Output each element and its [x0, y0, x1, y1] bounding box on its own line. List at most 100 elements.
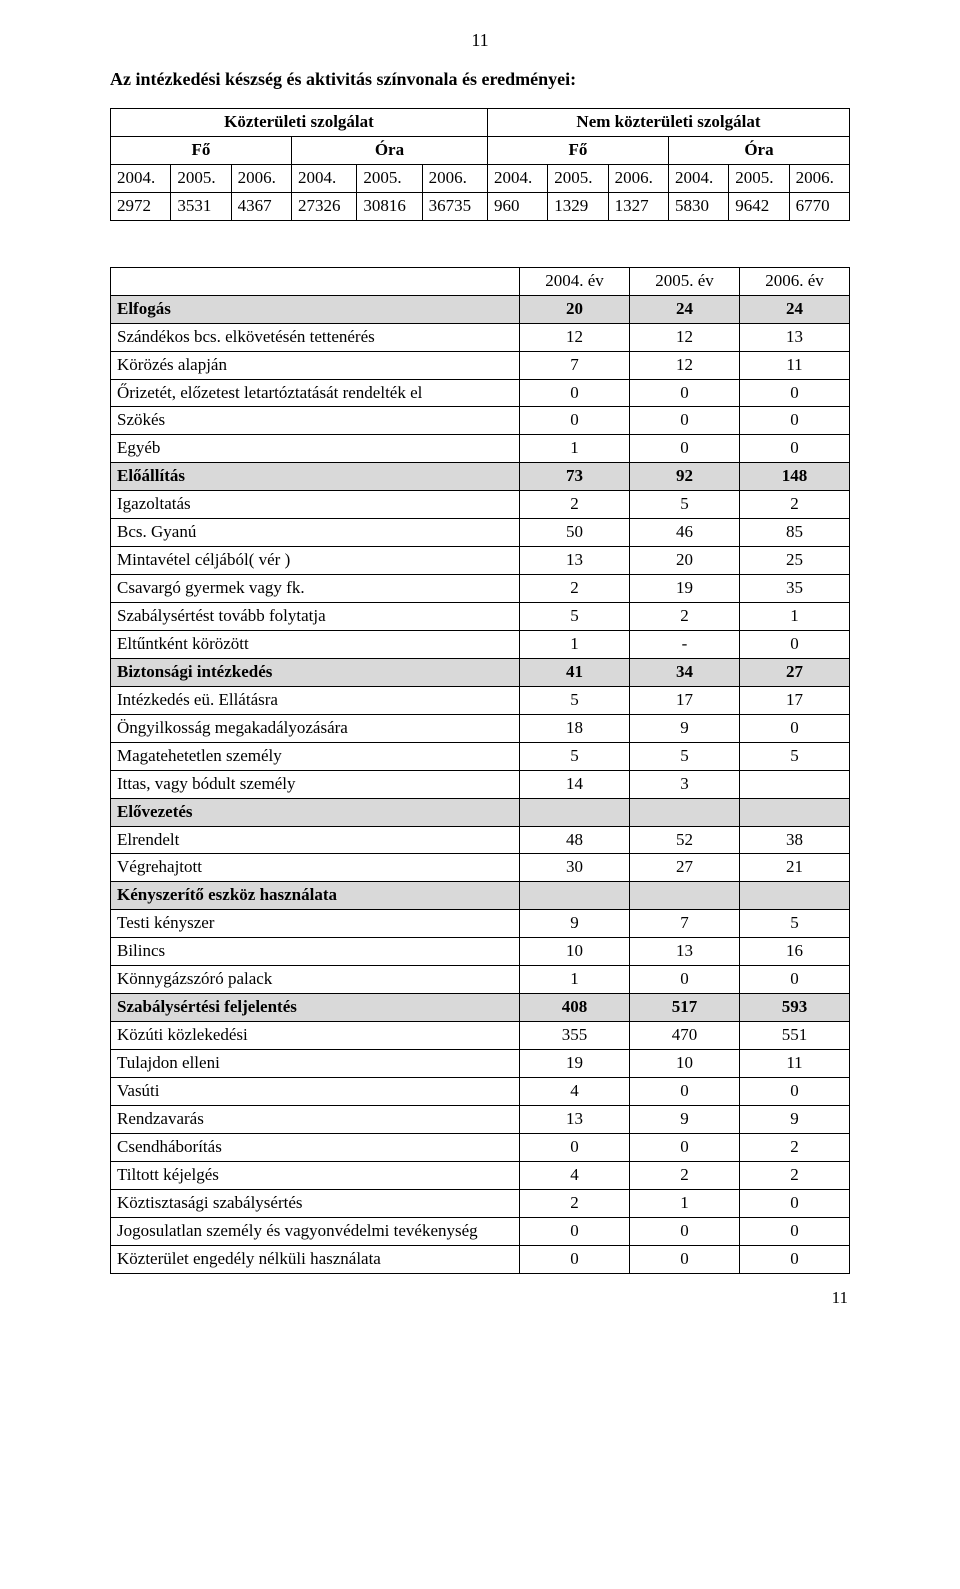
row-value: 593	[740, 994, 850, 1022]
row-value: 9	[630, 714, 740, 742]
row-value	[630, 798, 740, 826]
row-label: Elfogás	[111, 295, 520, 323]
table-row: Szökés000	[111, 407, 850, 435]
row-value: 50	[520, 519, 630, 547]
t2-header-2005: 2005. év	[630, 267, 740, 295]
row-value: 0	[740, 1217, 850, 1245]
table-row: Elfogás202424	[111, 295, 850, 323]
table-row: Szándékos bcs. elkövetésén tettenérés121…	[111, 323, 850, 351]
row-value: 11	[740, 351, 850, 379]
section-title: Az intézkedési készség és aktivitás szín…	[110, 69, 850, 90]
row-label: Igazoltatás	[111, 491, 520, 519]
row-value: 85	[740, 519, 850, 547]
row-value: 27	[740, 658, 850, 686]
t1-year-cell: 2006.	[608, 164, 668, 192]
row-value: 7	[520, 351, 630, 379]
table-row: Könnygázszóró palack100	[111, 966, 850, 994]
table-row: Vasúti400	[111, 1077, 850, 1105]
table-row: Magatehetetlen személy555	[111, 742, 850, 770]
table-row: Igazoltatás252	[111, 491, 850, 519]
table-row: Eltűntként körözött1-0	[111, 630, 850, 658]
row-value: 2	[630, 603, 740, 631]
table-row: Tulajdon elleni191011	[111, 1050, 850, 1078]
row-value: 0	[740, 407, 850, 435]
table-row: Csendháborítás002	[111, 1133, 850, 1161]
row-label: Könnygázszóró palack	[111, 966, 520, 994]
row-value: 0	[630, 407, 740, 435]
row-value: 3	[630, 770, 740, 798]
row-label: Szökés	[111, 407, 520, 435]
row-label: Testi kényszer	[111, 910, 520, 938]
page-number-top: 11	[110, 30, 850, 51]
row-value: 13	[520, 547, 630, 575]
t1-value-cell: 27326	[291, 192, 356, 220]
row-value: 10	[630, 1050, 740, 1078]
row-value: 0	[630, 1217, 740, 1245]
row-value: 0	[630, 966, 740, 994]
table-row: Szabálysértési feljelentés408517593	[111, 994, 850, 1022]
row-value: 20	[520, 295, 630, 323]
table-row: Tiltott kéjelgés422	[111, 1161, 850, 1189]
row-value: 9	[520, 910, 630, 938]
row-value: 517	[630, 994, 740, 1022]
stats-table: 2004. év 2005. év 2006. év Elfogás202424…	[110, 267, 850, 1274]
row-value: 48	[520, 826, 630, 854]
t1-value-cell: 1329	[548, 192, 608, 220]
row-value: 1	[740, 603, 850, 631]
row-value: 2	[520, 1189, 630, 1217]
row-label: Bcs. Gyanú	[111, 519, 520, 547]
t1-value-cell: 2972	[111, 192, 171, 220]
t1-value-cell: 36735	[422, 192, 487, 220]
t2-header-row: 2004. év 2005. év 2006. év	[111, 267, 850, 295]
t1-year-cell: 2006.	[789, 164, 849, 192]
row-label: Közterület engedély nélküli használata	[111, 1245, 520, 1273]
row-value: 9	[740, 1105, 850, 1133]
row-value: 1	[630, 1189, 740, 1217]
row-value: 24	[740, 295, 850, 323]
service-table: Közterületi szolgálat Nem közterületi sz…	[110, 108, 850, 221]
row-label: Szabálysértési feljelentés	[111, 994, 520, 1022]
row-value: -	[630, 630, 740, 658]
row-value: 0	[520, 1133, 630, 1161]
t2-header-2004: 2004. év	[520, 267, 630, 295]
row-value: 25	[740, 547, 850, 575]
row-value: 7	[630, 910, 740, 938]
row-value: 0	[740, 1245, 850, 1273]
row-value: 13	[630, 938, 740, 966]
row-value: 470	[630, 1022, 740, 1050]
t1-year-cell: 2005.	[171, 164, 231, 192]
row-value: 9	[630, 1105, 740, 1133]
page-container: 11 Az intézkedési készség és aktivitás s…	[0, 0, 960, 1338]
row-label: Mintavétel céljából( vér )	[111, 547, 520, 575]
row-label: Előállítás	[111, 463, 520, 491]
row-value: 10	[520, 938, 630, 966]
t2-header-empty	[111, 267, 520, 295]
row-value: 73	[520, 463, 630, 491]
table-row: Közterület engedély nélküli használata00…	[111, 1245, 850, 1273]
t1-year-cell: 2005.	[729, 164, 789, 192]
row-label: Körözés alapján	[111, 351, 520, 379]
row-value: 4	[520, 1161, 630, 1189]
t1-year-cell: 2004.	[291, 164, 356, 192]
row-label: Eltűntként körözött	[111, 630, 520, 658]
row-value: 46	[630, 519, 740, 547]
table-row: Végrehajtott302721	[111, 854, 850, 882]
table-row: Elrendelt485238	[111, 826, 850, 854]
row-label: Szándékos bcs. elkövetésén tettenérés	[111, 323, 520, 351]
row-label: Végrehajtott	[111, 854, 520, 882]
row-value: 0	[740, 714, 850, 742]
row-label: Elővezetés	[111, 798, 520, 826]
row-value: 11	[740, 1050, 850, 1078]
row-value	[630, 882, 740, 910]
t1-value-cell: 5830	[668, 192, 728, 220]
row-value: 17	[740, 686, 850, 714]
row-value: 0	[740, 630, 850, 658]
t1-sub-4: Óra	[668, 136, 849, 164]
row-value: 0	[520, 1245, 630, 1273]
row-value: 52	[630, 826, 740, 854]
t1-value-cell: 1327	[608, 192, 668, 220]
row-value	[740, 798, 850, 826]
row-label: Vasúti	[111, 1077, 520, 1105]
row-value: 0	[740, 1189, 850, 1217]
t1-year-cell: 2005.	[548, 164, 608, 192]
